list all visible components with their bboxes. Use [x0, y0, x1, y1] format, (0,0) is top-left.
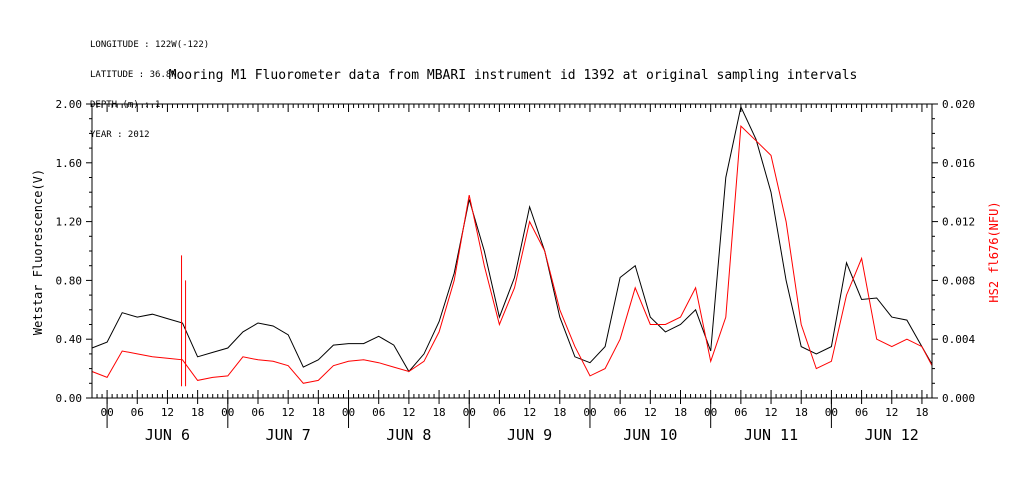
hour-tick-label: 18	[432, 406, 445, 419]
hour-tick-label: 12	[764, 406, 777, 419]
hour-tick-label: 18	[553, 406, 566, 419]
right-tick-label: 0.008	[942, 274, 975, 287]
hour-tick-label: 12	[644, 406, 657, 419]
right-tick-label: 0.020	[942, 98, 975, 111]
hour-tick-label: 06	[251, 406, 264, 419]
hour-tick-label: 06	[372, 406, 385, 419]
day-label: JUN 6	[145, 426, 190, 444]
right-tick-label: 0.012	[942, 216, 975, 229]
left-tick-label: 0.00	[56, 392, 83, 405]
latitude-label: LATITUDE : 36.8N	[90, 70, 177, 80]
left-tick-label: 2.00	[56, 98, 83, 111]
left-tick-label: 1.20	[56, 216, 83, 229]
day-label: JUN 9	[507, 426, 552, 444]
hour-tick-label: 06	[734, 406, 747, 419]
hour-tick-label: 12	[523, 406, 536, 419]
day-label: JUN 12	[865, 426, 919, 444]
hour-tick-label: 18	[795, 406, 808, 419]
chart-title: Mooring M1 Fluorometer data from MBARI i…	[168, 68, 858, 83]
hs2-series-line	[91, 125, 933, 384]
hour-tick-label: 06	[855, 406, 868, 419]
hour-tick-label: 06	[131, 406, 144, 419]
hour-tick-label: 12	[885, 406, 898, 419]
day-label: JUN 10	[623, 426, 677, 444]
left-tick-label: 0.80	[56, 274, 83, 287]
right-tick-label: 0.016	[942, 157, 975, 170]
plot-frame	[91, 103, 933, 399]
hour-tick-label: 18	[674, 406, 687, 419]
hour-tick-label: 12	[161, 406, 174, 419]
left-tick-label: 1.60	[56, 157, 83, 170]
hour-tick-label: 06	[493, 406, 506, 419]
hour-tick-label: 12	[282, 406, 295, 419]
left-axis-label: Wetstar Fluorescence(V)	[31, 169, 45, 335]
hour-tick-label: 18	[191, 406, 204, 419]
hour-tick-label: 12	[402, 406, 415, 419]
right-axis-label: HS2 fl676(NFU)	[987, 201, 1001, 302]
longitude-label: LONGITUDE : 122W(-122)	[90, 40, 210, 50]
hour-tick-label: 18	[915, 406, 928, 419]
day-label: JUN 11	[744, 426, 798, 444]
right-tick-label: 0.004	[942, 333, 975, 346]
year-label: YEAR : 2012	[90, 130, 150, 140]
wetstar-series-line	[91, 105, 933, 373]
left-tick-label: 0.40	[56, 333, 83, 346]
right-tick-label: 0.000	[942, 392, 975, 405]
day-label: JUN 8	[386, 426, 431, 444]
hour-tick-label: 18	[312, 406, 325, 419]
day-label: JUN 7	[266, 426, 311, 444]
hour-tick-label: 06	[614, 406, 627, 419]
